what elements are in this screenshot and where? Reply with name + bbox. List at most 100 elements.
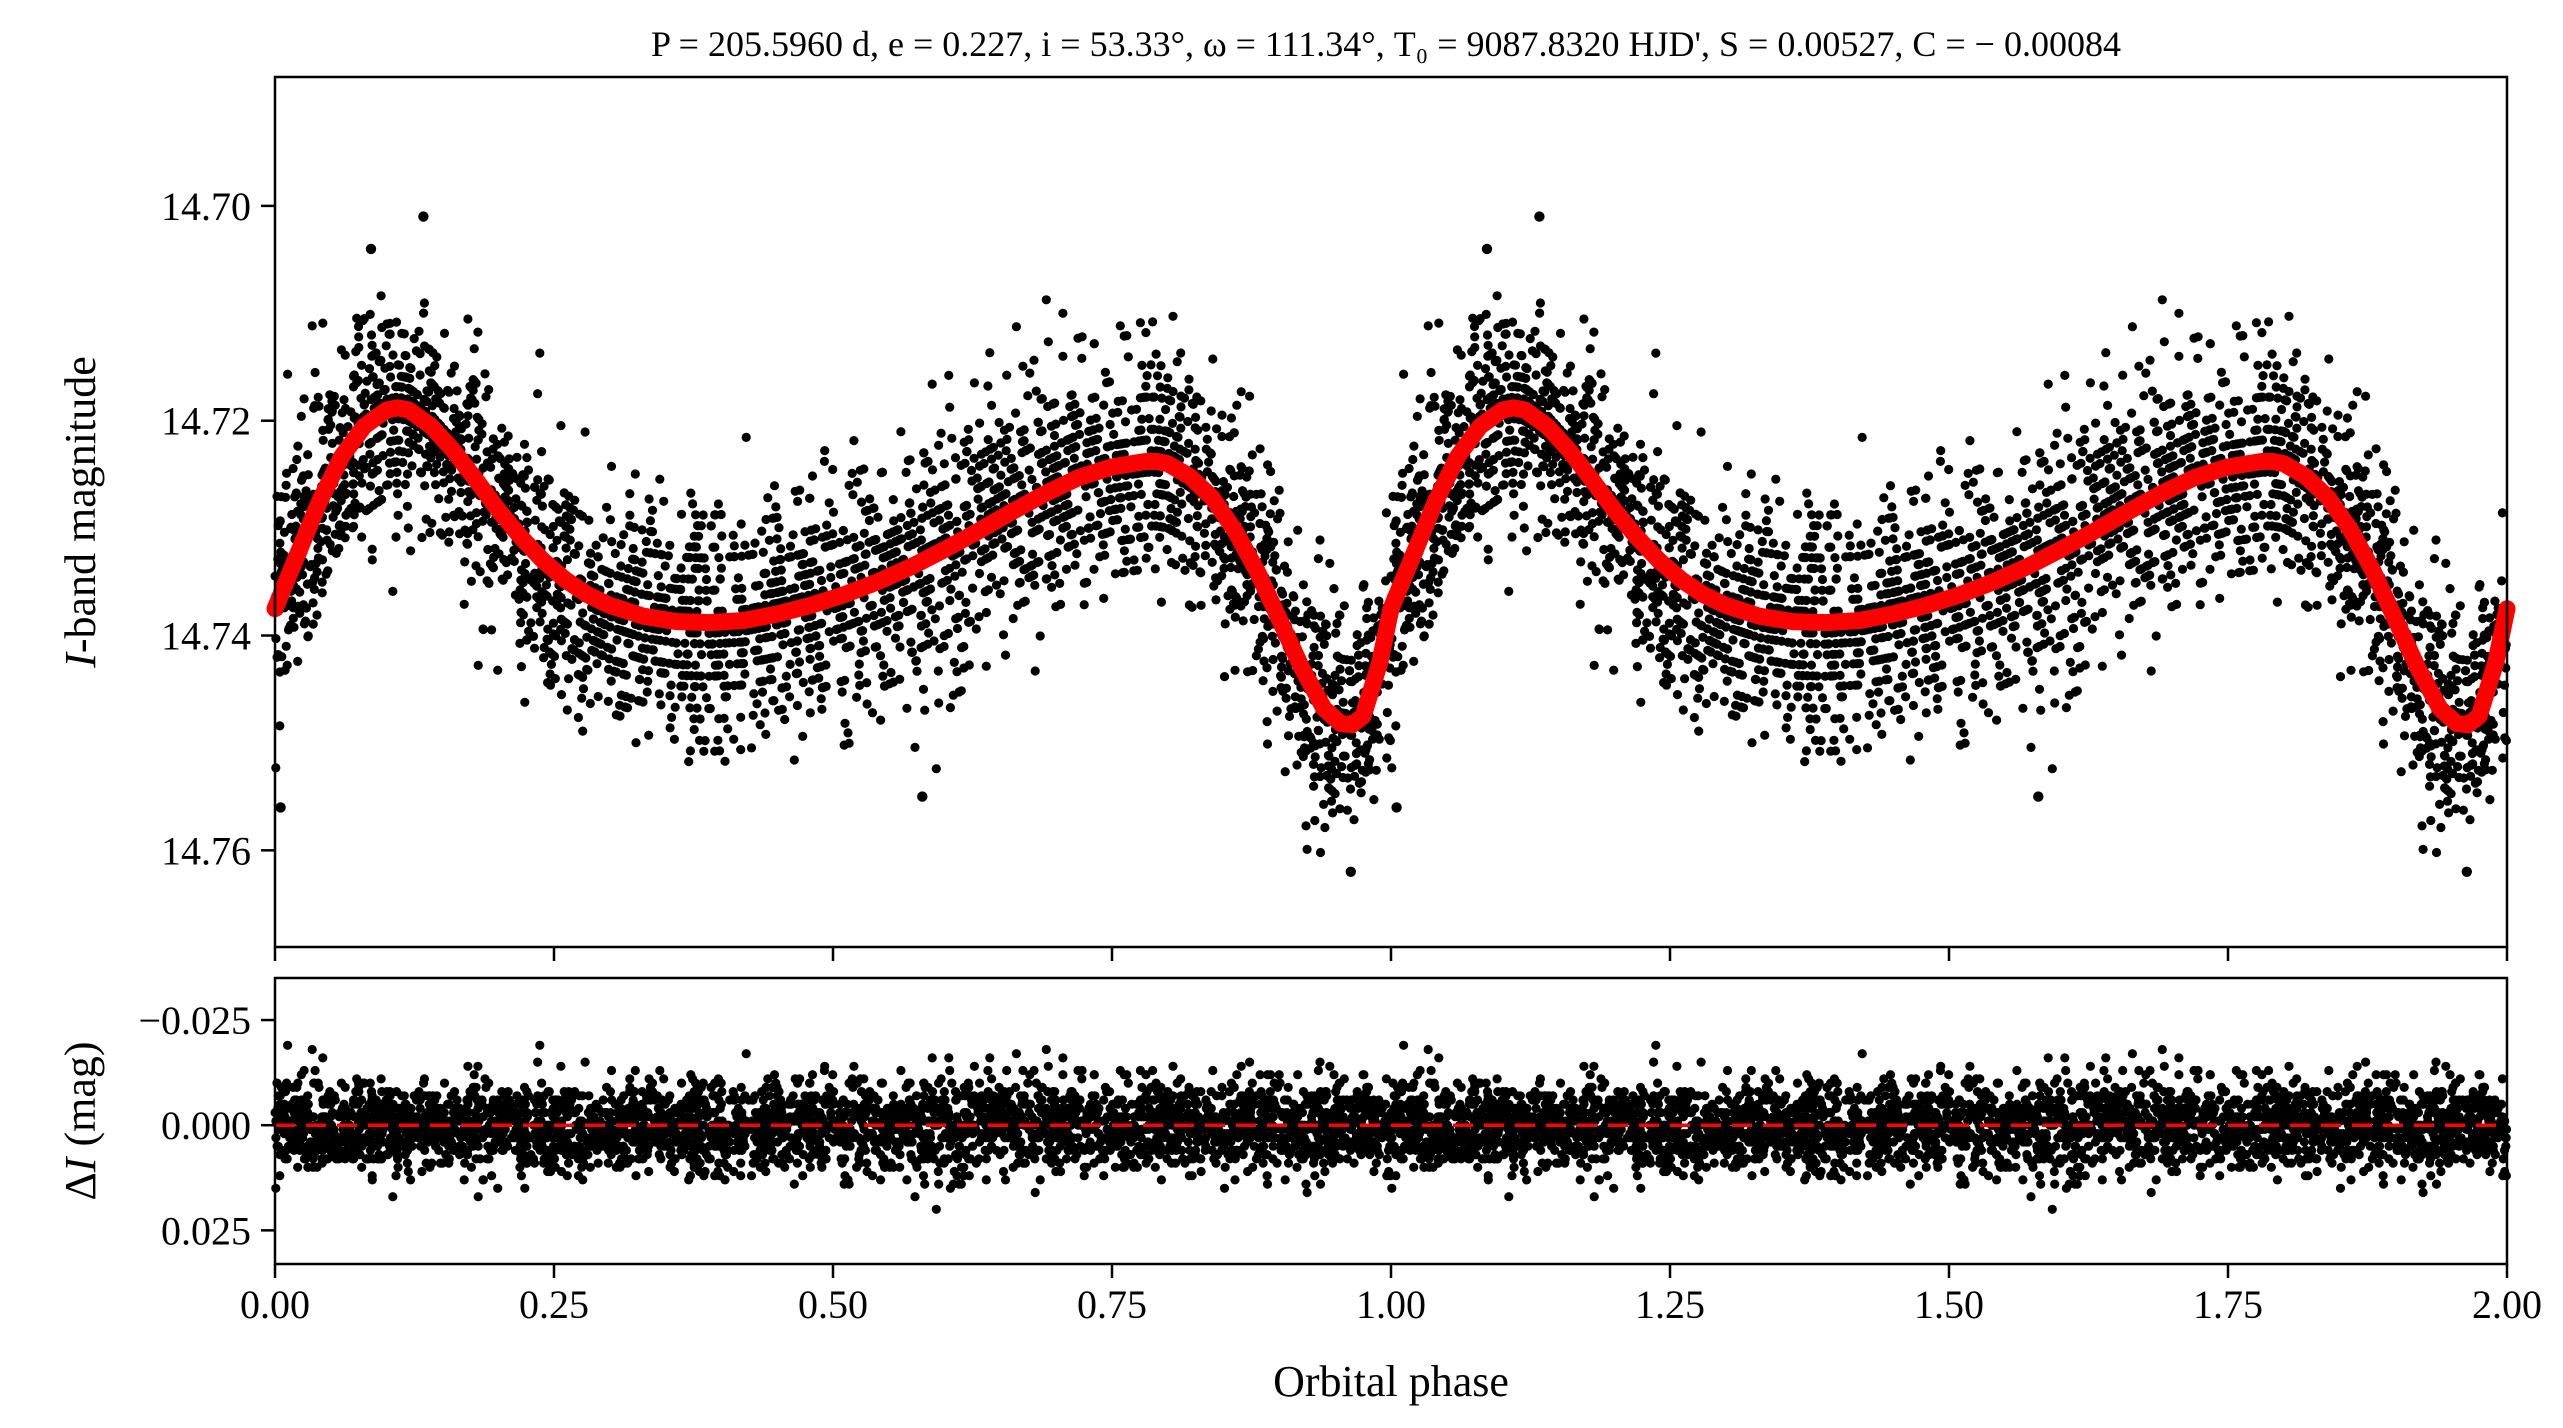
- observation-point: [1802, 488, 1812, 498]
- observation-point: [1058, 415, 1069, 425]
- observation-point: [2333, 410, 2343, 420]
- observation-point: [1798, 552, 1808, 563]
- observation-point: [862, 678, 872, 688]
- observation-point: [1694, 726, 1704, 736]
- observation-point: [760, 590, 770, 600]
- observation-point: [573, 712, 584, 723]
- observation-point: [619, 530, 629, 540]
- observation-point: [741, 432, 751, 442]
- observation-point: [952, 667, 962, 677]
- observation-point: [1492, 291, 1502, 301]
- observation-point: [1073, 333, 1083, 343]
- observation-point: [1172, 507, 1182, 517]
- observation-point: [1844, 530, 1854, 540]
- observation-point: [1648, 592, 1658, 602]
- observation-point: [1152, 371, 1163, 381]
- observation-point: [451, 427, 461, 437]
- observation-point: [423, 462, 433, 472]
- observation-point: [1326, 774, 1336, 784]
- observation-point: [2445, 584, 2455, 594]
- observation-point: [1175, 487, 1185, 497]
- observation-point: [2497, 576, 2507, 586]
- observation-point: [625, 510, 635, 520]
- observation-point: [2090, 568, 2101, 579]
- observation-point: [1098, 540, 1108, 550]
- observation-point: [1193, 522, 1203, 532]
- observation-point: [318, 318, 328, 328]
- observation-point: [1428, 567, 1438, 577]
- observation-point: [607, 537, 617, 547]
- observation-point: [837, 687, 847, 697]
- observation-point: [1565, 403, 1575, 414]
- observation-point: [2012, 427, 2022, 437]
- observation-point: [767, 588, 778, 599]
- observation-point: [2039, 456, 2049, 466]
- observation-point: [1644, 631, 1655, 642]
- observation-point: [318, 435, 328, 445]
- observation-point: [2400, 711, 2411, 722]
- observation-point: [1065, 434, 1075, 444]
- observation-point: [1769, 571, 1779, 581]
- observation-point: [1829, 660, 1839, 670]
- observation-point: [1521, 363, 1531, 373]
- observation-point: [1758, 687, 1768, 697]
- observation-point: [357, 532, 367, 542]
- observation-point: [758, 676, 768, 686]
- observation-point: [721, 692, 732, 702]
- observation-point: [854, 659, 864, 669]
- observation-point: [374, 486, 384, 496]
- observation-point: [606, 676, 616, 686]
- observation-point: [1226, 413, 1236, 423]
- observation-point: [307, 321, 317, 331]
- observation-point: [2084, 583, 2094, 593]
- observation-point: [1365, 755, 1375, 765]
- observation-point: [1473, 360, 1483, 370]
- observation-point: [1329, 584, 1339, 594]
- observation-point: [2077, 597, 2087, 608]
- observation-point: [1942, 572, 1952, 583]
- observation-point: [2455, 601, 2465, 611]
- observation-point: [1951, 612, 1961, 623]
- observation-point: [1809, 596, 1819, 606]
- observation-point: [760, 568, 771, 578]
- observation-point: [417, 532, 427, 543]
- observation-point: [2291, 487, 2301, 497]
- observation-point: [1354, 661, 1364, 671]
- observation-point: [2485, 795, 2495, 805]
- observation-point: [386, 372, 396, 382]
- observation-point: [552, 535, 562, 546]
- observation-point: [851, 542, 861, 552]
- observation-point: [2111, 589, 2121, 599]
- observation-point: [980, 544, 990, 554]
- observation-point: [1449, 492, 1459, 502]
- observation-point: [1492, 355, 1502, 365]
- observation-point: [1016, 427, 1026, 437]
- observation-point: [1049, 430, 1060, 441]
- observation-point: [1037, 426, 1047, 436]
- observation-point: [1877, 514, 1887, 525]
- observation-point: [986, 572, 997, 582]
- observation-point: [1831, 746, 1841, 756]
- observation-point: [2002, 667, 2012, 678]
- observation-point: [1508, 467, 1518, 477]
- observation-point: [1727, 710, 1737, 720]
- observation-point: [583, 665, 593, 675]
- observation-point: [956, 460, 966, 470]
- observation-point: [1184, 374, 1194, 384]
- observation-point: [2090, 612, 2100, 622]
- observation-point: [2245, 555, 2255, 565]
- observation-point: [1931, 651, 1941, 661]
- observation-point: [2333, 431, 2343, 442]
- observation-point: [2209, 520, 2219, 530]
- observation-point: [541, 580, 552, 590]
- observation-point: [2429, 554, 2439, 564]
- observation-point: [713, 499, 724, 509]
- observation-point: [724, 659, 735, 670]
- observation-point: [468, 375, 478, 385]
- observation-point: [1345, 784, 1356, 794]
- observation-point: [414, 326, 424, 336]
- observation-point: [1744, 543, 1754, 554]
- observation-point: [1883, 588, 1893, 599]
- observation-point: [780, 714, 790, 725]
- observation-point: [1668, 535, 1678, 546]
